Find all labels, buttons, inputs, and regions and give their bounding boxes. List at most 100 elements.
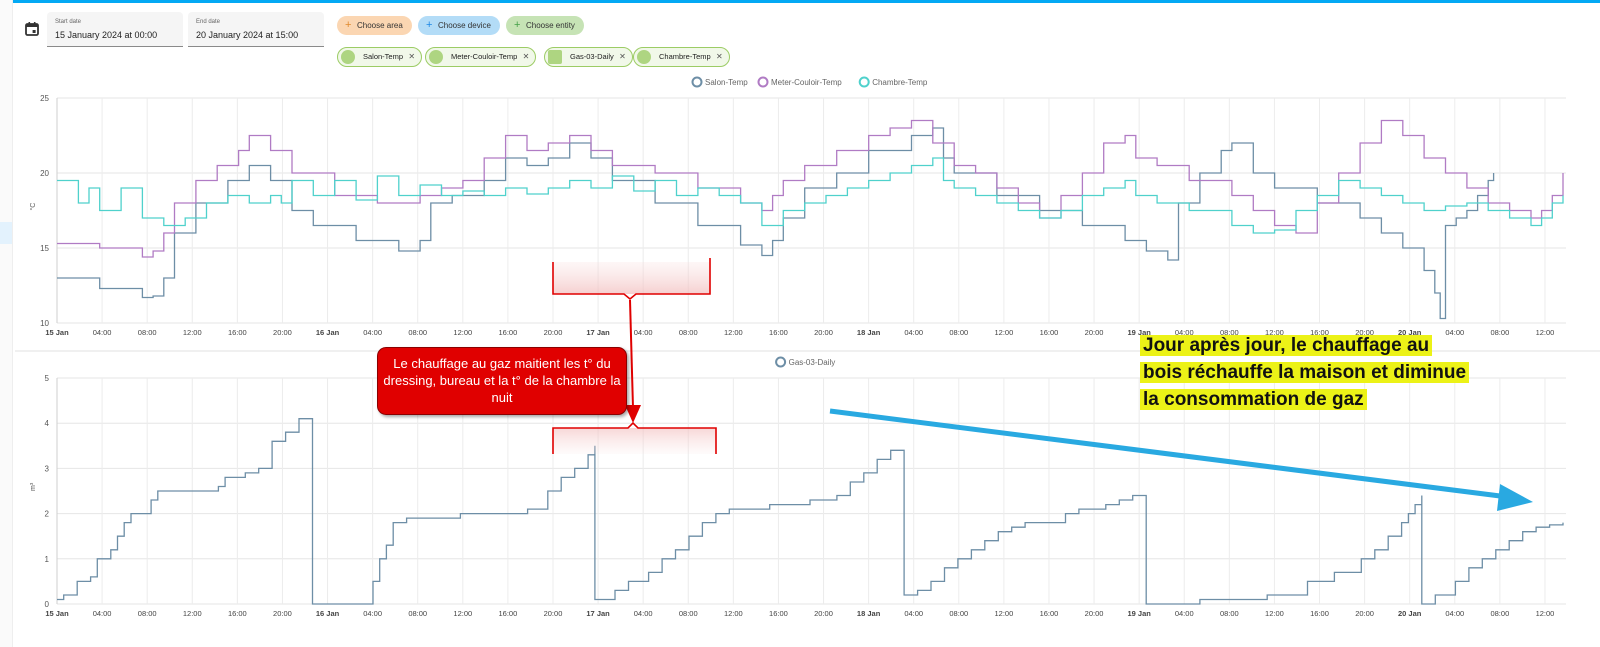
blue-arrow-head <box>1497 484 1533 511</box>
gas-series-line <box>57 418 1564 605</box>
choose-entity-button[interactable]: + Choose entity <box>506 16 584 35</box>
plus-icon: + <box>345 19 352 31</box>
entity-chip-gas-03-daily[interactable]: Gas-03-Daily ✕ <box>544 47 633 67</box>
temp-x-tick-label: 08:00 <box>408 328 427 337</box>
temp-x-tick-label: 12:00 <box>724 328 743 337</box>
wood-heating-annotation: Jour après jour, le chauffage au bois ré… <box>1140 332 1470 413</box>
temp-legend-label: Chambre-Temp <box>872 78 928 87</box>
temp-y-tick-label: 10 <box>40 319 49 328</box>
end-date-value: 20 January 2024 at 15:00 <box>196 30 299 40</box>
temp-legend-marker <box>691 76 703 88</box>
gas-x-tick-label: 04:00 <box>634 609 653 618</box>
sidebar-edge <box>0 0 13 647</box>
calendar-icon[interactable] <box>24 21 40 37</box>
gas-x-tick-label: 04:00 <box>1175 609 1194 618</box>
top-accent-bar <box>0 0 1600 3</box>
gas-y-tick-label: 4 <box>45 419 50 428</box>
gas-x-tick-label: 17 Jan <box>586 609 610 618</box>
temp-x-tick-label: 17 Jan <box>586 328 610 337</box>
entity-chip-label: Gas-03-Daily <box>570 52 614 61</box>
temp-x-tick-label: 08:00 <box>949 328 968 337</box>
close-icon[interactable]: ✕ <box>522 52 530 61</box>
gas-x-tick-label: 16:00 <box>1310 609 1329 618</box>
gas-x-tick-label: 19 Jan <box>1127 609 1151 618</box>
gas-legend-label: Gas-03-Daily <box>789 358 836 367</box>
temp-x-tick-label: 15 Jan <box>45 328 69 337</box>
close-icon[interactable]: ✕ <box>715 52 723 61</box>
gas-x-tick-label: 04:00 <box>363 609 382 618</box>
temp-series-line <box>57 157 1564 234</box>
temp-x-tick-label: 12:00 <box>183 328 202 337</box>
temp-x-tick-label: 16:00 <box>769 328 788 337</box>
temp-x-tick-label: 20:00 <box>544 328 563 337</box>
gas-x-tick-label: 20:00 <box>1355 609 1374 618</box>
temp-x-tick-label: 20:00 <box>814 328 833 337</box>
entity-chip-chambre-temp[interactable]: Chambre-Temp ✕ <box>633 47 730 67</box>
gas-x-tick-label: 12:00 <box>183 609 202 618</box>
temp-x-tick-label: 04:00 <box>904 328 923 337</box>
gas-x-tick-label: 08:00 <box>949 609 968 618</box>
plus-icon: + <box>426 19 433 31</box>
entity-chip-label: Chambre-Temp <box>659 52 711 61</box>
close-icon[interactable]: ✕ <box>408 52 416 61</box>
temp-x-tick-label: 12:00 <box>994 328 1013 337</box>
blue-arrow-line <box>829 408 1509 500</box>
gas-x-tick-label: 20:00 <box>544 609 563 618</box>
gas-x-tick-label: 12:00 <box>453 609 472 618</box>
entity-chip-salon-temp[interactable]: Salon-Temp ✕ <box>337 47 423 67</box>
temp-x-tick-label: 20:00 <box>273 328 292 337</box>
gas-x-tick-label: 12:00 <box>994 609 1013 618</box>
choose-device-button[interactable]: + Choose device <box>418 16 500 35</box>
start-date-value: 15 January 2024 at 00:00 <box>55 30 158 40</box>
start-date-field[interactable]: Start date 15 January 2024 at 00:00 <box>47 12 183 47</box>
temp-y-axis-label: °C <box>29 203 37 211</box>
gas-y-tick-label: 1 <box>45 555 50 564</box>
gas-x-tick-label: 20:00 <box>814 609 833 618</box>
red-connector-line <box>629 299 634 409</box>
gas-x-tick-label: 20:00 <box>273 609 292 618</box>
gas-x-tick-label: 16:00 <box>769 609 788 618</box>
gas-x-tick-label: 20 Jan <box>1398 609 1422 618</box>
top-bracket <box>552 258 711 301</box>
choose-entity-label: Choose entity <box>526 21 575 30</box>
close-icon[interactable]: ✕ <box>619 52 626 61</box>
temp-series-line <box>57 119 1564 258</box>
gas-x-tick-label: 18 Jan <box>857 609 881 618</box>
temp-x-tick-label: 12:00 <box>453 328 472 337</box>
end-date-field[interactable]: End date 20 January 2024 at 15:00 <box>188 12 324 47</box>
gas-y-tick-label: 3 <box>45 464 50 473</box>
temp-x-tick-label: 04:00 <box>363 328 382 337</box>
wood-heating-annotation-text: Jour après jour, le chauffage au bois ré… <box>1140 335 1470 410</box>
temp-x-tick-label: 04:00 <box>1445 328 1464 337</box>
temp-x-tick-label: 12:00 <box>1536 328 1555 337</box>
gas-x-tick-label: 08:00 <box>1220 609 1239 618</box>
entity-chip-meter-couloir-temp[interactable]: Meter-Couloir-Temp ✕ <box>425 47 537 67</box>
gas-x-tick-label: 08:00 <box>408 609 427 618</box>
gas-x-tick-label: 12:00 <box>1265 609 1284 618</box>
gas-y-tick-label: 0 <box>45 600 50 609</box>
gas-y-tick-label: 2 <box>45 510 50 519</box>
gas-y-tick-label: 5 <box>45 374 50 383</box>
gas-x-tick-label: 04:00 <box>93 609 112 618</box>
temp-x-tick-label: 16:00 <box>499 328 518 337</box>
temp-x-tick-label: 04:00 <box>634 328 653 337</box>
temp-x-tick-label: 08:00 <box>679 328 698 337</box>
gas-heating-annotation: Le chauffage au gaz maitient les t° du d… <box>377 347 627 415</box>
gas-x-tick-label: 08:00 <box>138 609 157 618</box>
temp-x-tick-label: 16:00 <box>228 328 247 337</box>
temp-x-tick-label: 18 Jan <box>857 328 881 337</box>
plus-icon: + <box>514 19 521 31</box>
temp-x-tick-label: 16:00 <box>1310 328 1329 337</box>
temp-y-tick-label: 15 <box>40 244 49 253</box>
temp-x-tick-label: 04:00 <box>1175 328 1194 337</box>
temp-legend-label: Meter-Couloir-Temp <box>771 78 842 87</box>
temp-x-tick-label: 19 Jan <box>1127 328 1151 337</box>
choose-area-button[interactable]: + Choose area <box>337 16 412 35</box>
gas-x-tick-label: 20:00 <box>1085 609 1104 618</box>
temp-x-tick-label: 20:00 <box>1355 328 1374 337</box>
gas-x-tick-label: 16:00 <box>228 609 247 618</box>
gas-x-tick-label: 12:00 <box>724 609 743 618</box>
temp-x-tick-label: 16:00 <box>1040 328 1059 337</box>
temp-x-tick-label: 16 Jan <box>316 328 340 337</box>
